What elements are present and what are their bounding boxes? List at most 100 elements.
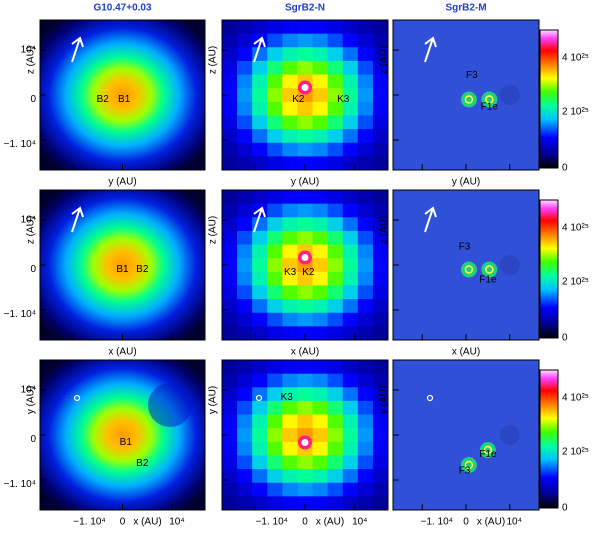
map-cell xyxy=(297,47,314,62)
map-cell xyxy=(327,190,344,205)
beam xyxy=(73,394,81,402)
map-cell xyxy=(222,441,238,456)
map-cell xyxy=(222,47,238,62)
map-cell xyxy=(222,115,238,130)
map-cell xyxy=(342,373,359,388)
map-cell xyxy=(222,88,238,103)
arrow xyxy=(71,206,84,233)
map-cell xyxy=(327,400,344,416)
map-cell xyxy=(267,482,283,497)
map-cell xyxy=(282,414,298,429)
map-cell xyxy=(312,244,329,259)
map-cell xyxy=(342,482,359,497)
map-cell xyxy=(282,373,298,388)
map-cell xyxy=(237,360,253,375)
map-cell xyxy=(282,455,298,470)
map-cell xyxy=(342,360,359,375)
map-cell xyxy=(237,129,253,144)
map-cell xyxy=(282,142,298,157)
map-cell xyxy=(372,299,389,314)
map-cell xyxy=(267,74,283,89)
map-cell xyxy=(372,441,389,456)
map-cell xyxy=(267,469,283,484)
colorbar-tick-label: 2 10²⁵ xyxy=(562,107,589,118)
map-cell xyxy=(357,20,374,35)
colorbar-tick-label: 2 10²⁵ xyxy=(562,277,589,288)
map-cell xyxy=(282,101,298,116)
map-cell xyxy=(327,230,344,246)
map-cell xyxy=(342,428,359,443)
map-cell xyxy=(312,33,329,48)
y-tick-label: 10⁴ xyxy=(21,385,36,396)
map-cell xyxy=(357,190,374,205)
map-cell xyxy=(282,387,298,402)
map-cell xyxy=(267,60,283,76)
map-cell xyxy=(357,129,374,144)
map-cell xyxy=(252,373,268,388)
map-cell xyxy=(357,88,374,103)
map-cell xyxy=(342,60,359,76)
map-cell xyxy=(282,469,298,484)
map-cell xyxy=(282,74,298,89)
map-cell xyxy=(267,20,283,35)
map-cell xyxy=(222,428,238,443)
map-cell xyxy=(237,156,253,171)
map-cell xyxy=(342,285,359,300)
map-cell xyxy=(312,469,329,484)
y-axis-label: y (AU) xyxy=(379,386,390,414)
map-cell xyxy=(237,373,253,388)
y-axis-label: z (AU) xyxy=(26,216,37,244)
source-label: K3 xyxy=(281,392,294,403)
map-cell xyxy=(342,496,359,511)
map-cell xyxy=(327,156,344,171)
map-cell xyxy=(357,496,374,511)
map-cell xyxy=(327,258,344,273)
map-cell xyxy=(222,190,238,205)
map-cell xyxy=(297,115,314,130)
source-label: F3 xyxy=(466,70,478,81)
map-cell xyxy=(222,299,238,314)
map-cell xyxy=(372,258,389,273)
map-cell xyxy=(282,326,298,341)
arrow xyxy=(253,36,266,63)
map-cell xyxy=(267,217,283,232)
x-tick-label: 10⁴ xyxy=(506,517,521,528)
map-cell xyxy=(327,244,344,259)
map-cell xyxy=(222,142,238,157)
map-cell xyxy=(252,74,268,89)
arrow xyxy=(424,206,437,233)
map-cell xyxy=(372,20,389,35)
colorbar-tick-label: 4 10²⁵ xyxy=(562,223,589,234)
map-cell xyxy=(267,115,283,130)
map-cell xyxy=(267,285,283,300)
map-cell xyxy=(357,271,374,286)
map-cell xyxy=(252,258,268,273)
map-cell xyxy=(252,441,268,456)
y-tick-label: 10⁴ xyxy=(21,215,36,226)
map-cell xyxy=(267,142,283,157)
map-cell xyxy=(312,441,329,456)
x-tick-label: 10⁴ xyxy=(352,517,367,528)
map-cell xyxy=(252,496,268,511)
source-label: F3 xyxy=(459,466,471,477)
colorbar xyxy=(539,369,559,509)
map-cell xyxy=(267,326,283,341)
map-cell xyxy=(267,373,283,388)
map-cell xyxy=(282,496,298,511)
column-title: SgrB2-M xyxy=(445,3,486,14)
map-cell xyxy=(297,129,314,144)
map-cell xyxy=(267,129,283,144)
map-cell xyxy=(237,190,253,205)
map-cell xyxy=(267,230,283,246)
map-cell xyxy=(297,482,314,497)
map-cell xyxy=(342,469,359,484)
map-cell xyxy=(222,469,238,484)
map-cell xyxy=(357,203,374,218)
map-cell xyxy=(357,299,374,314)
map-cell xyxy=(312,400,329,416)
y-axis-label: y (AU) xyxy=(208,386,219,414)
map-cell xyxy=(342,203,359,218)
map-cell xyxy=(327,20,344,35)
map-cell xyxy=(222,156,238,171)
